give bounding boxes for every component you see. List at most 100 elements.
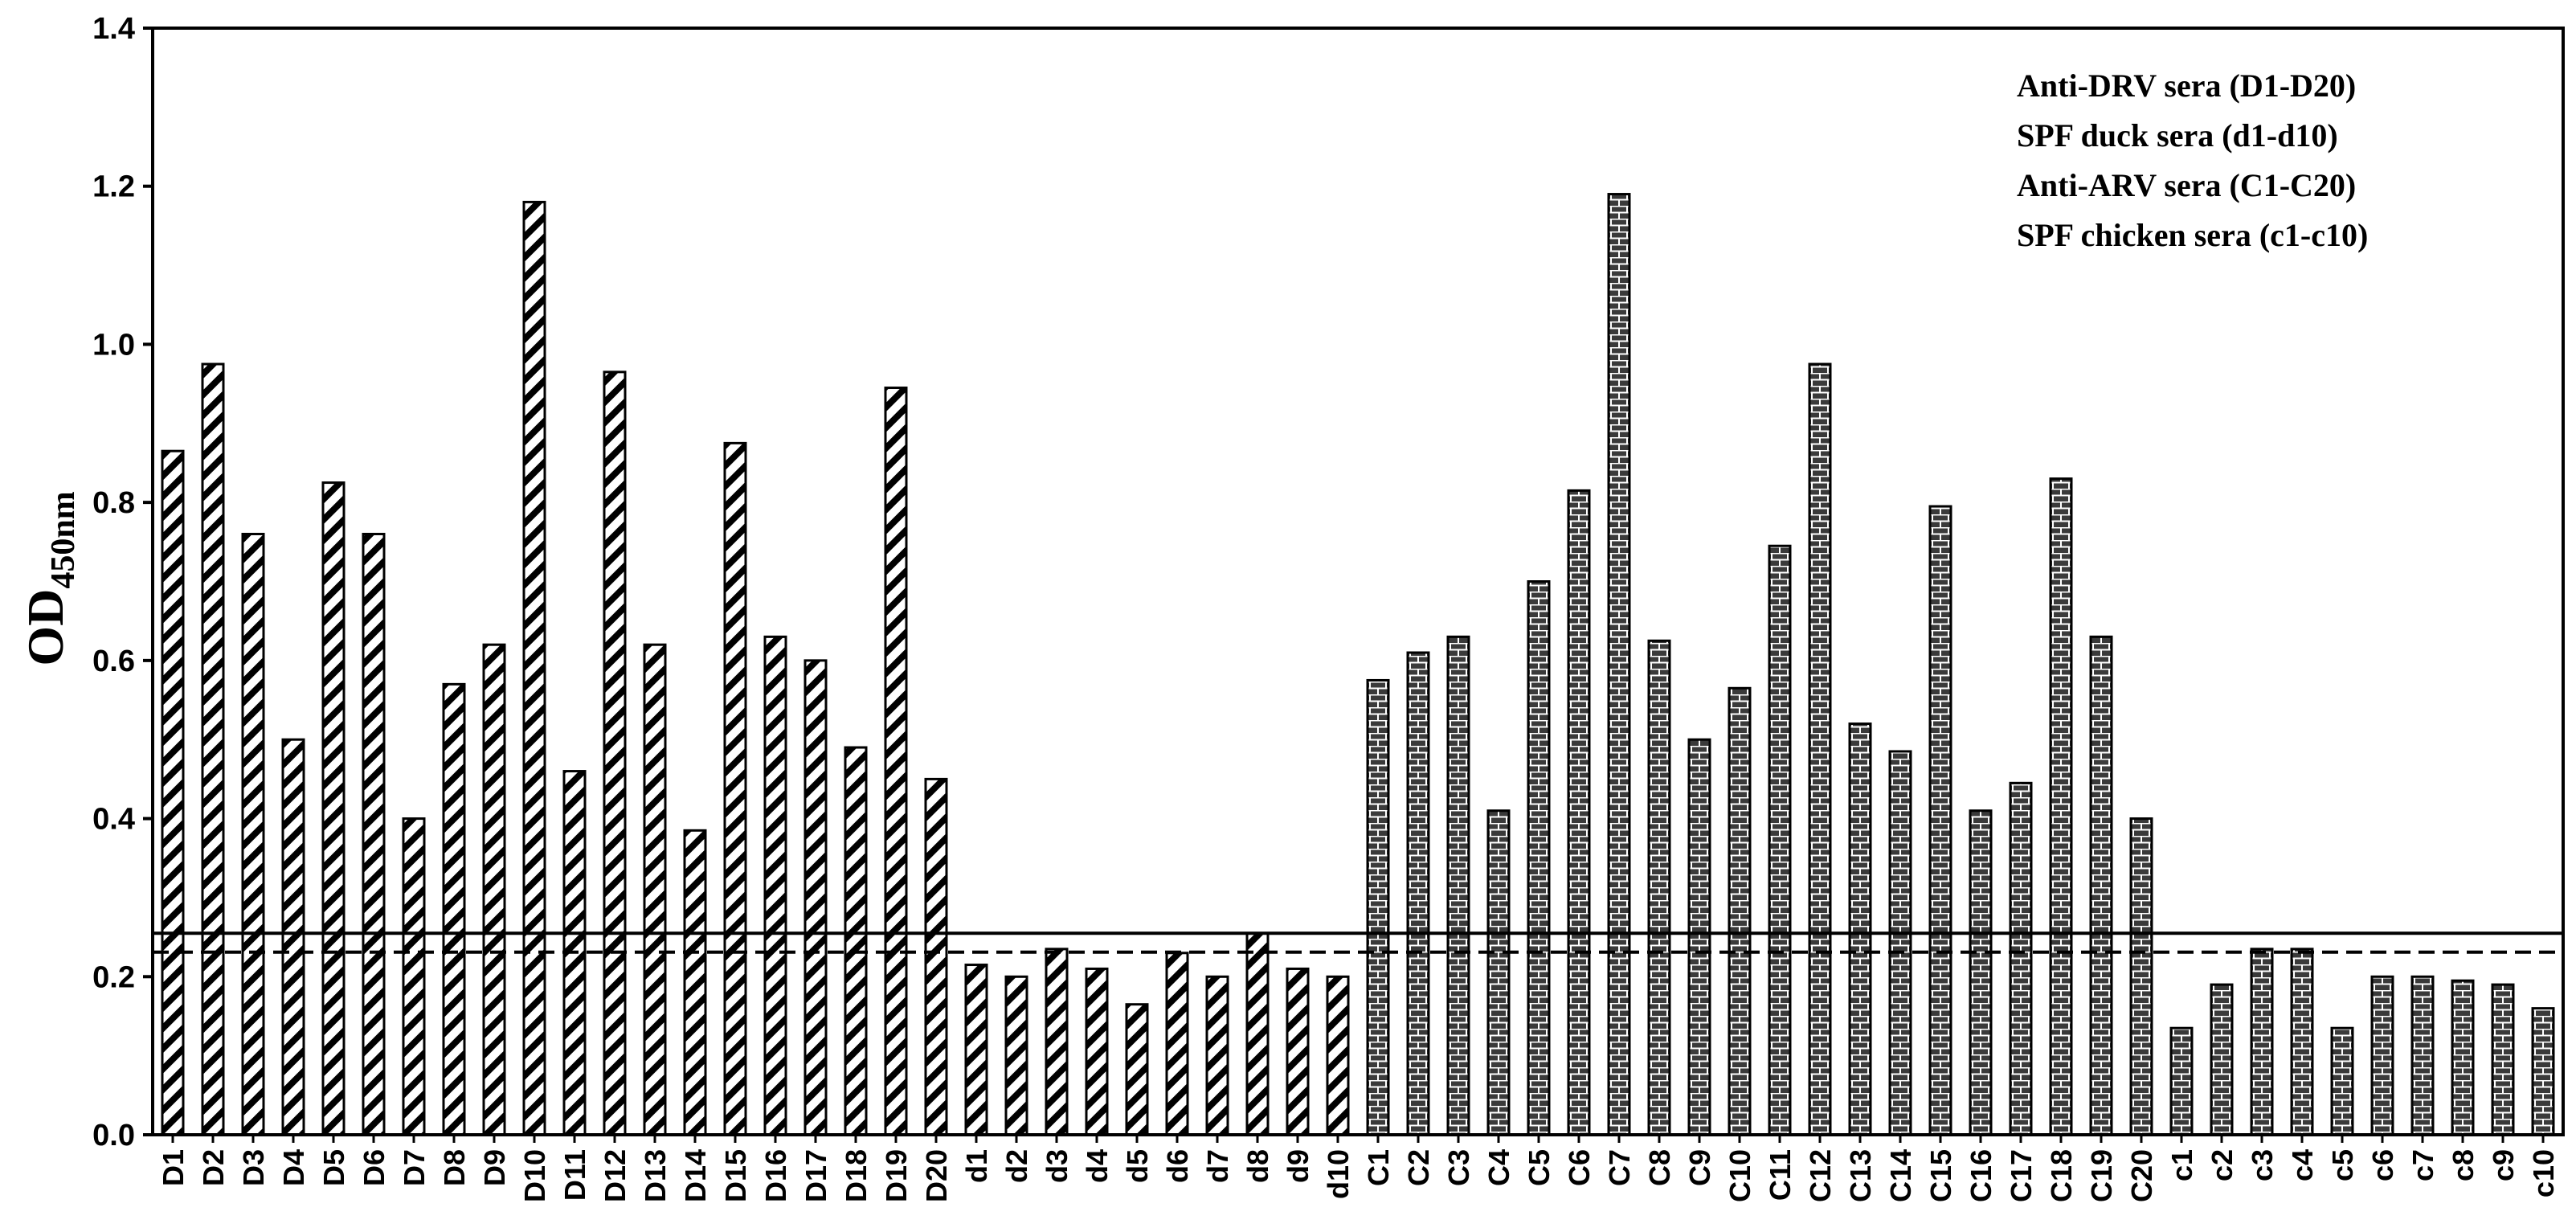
x-tick-label: C4	[1482, 1149, 1515, 1186]
x-tick-label: C14	[1884, 1149, 1917, 1202]
bar	[241, 532, 265, 1136]
x-tick-label: C2	[1402, 1149, 1435, 1186]
bar	[1728, 686, 1752, 1136]
x-tick-label: c7	[2406, 1149, 2439, 1181]
plot-frame	[151, 27, 2565, 1136]
bar	[1607, 193, 1631, 1136]
x-tick-label: D10	[518, 1149, 551, 1202]
x-tick-label: C7	[1603, 1149, 1636, 1186]
y-tick-label: 0.0	[92, 1119, 135, 1152]
x-tick-label: D15	[719, 1149, 752, 1202]
y-tick-label: 1.0	[92, 328, 135, 362]
bar	[402, 817, 426, 1136]
x-tick-label: d2	[1000, 1149, 1033, 1183]
x-tick-label: D14	[679, 1149, 712, 1202]
bar	[2049, 477, 2073, 1136]
y-label-sub: 450nm	[45, 491, 82, 588]
bar	[1446, 635, 1470, 1136]
x-tick-label: C11	[1764, 1149, 1797, 1201]
x-tick-label: d10	[1322, 1149, 1355, 1199]
bar	[1768, 544, 1792, 1136]
bar	[2330, 1026, 2354, 1136]
bar	[2491, 983, 2515, 1136]
bar	[643, 643, 667, 1136]
x-tick-label: c10	[2527, 1149, 2560, 1197]
x-tick-label: c5	[2326, 1149, 2359, 1181]
x-tick-label: c1	[2165, 1149, 2198, 1181]
x-tick-label: c2	[2206, 1149, 2239, 1181]
bar	[1406, 651, 1430, 1136]
bar	[603, 370, 627, 1136]
y-tick-label: 0.4	[92, 803, 135, 837]
bar	[1165, 952, 1189, 1136]
bar	[2250, 948, 2274, 1136]
bar	[442, 682, 466, 1136]
x-tick-label: C6	[1563, 1149, 1596, 1186]
x-tick-label: c3	[2246, 1149, 2279, 1181]
x-tick-label: C20	[2125, 1149, 2158, 1202]
bar	[2089, 635, 2113, 1136]
x-tick-label: d3	[1041, 1149, 1073, 1183]
x-tick-label: d8	[1241, 1149, 1274, 1183]
bar	[362, 532, 386, 1136]
x-tick-label: d1	[960, 1149, 993, 1183]
bar	[1125, 1003, 1149, 1136]
bar	[1486, 809, 1511, 1136]
bar	[844, 746, 868, 1136]
x-tick-label: D8	[438, 1149, 471, 1186]
x-tick-label: C18	[2045, 1149, 2078, 1202]
x-tick-label: D19	[880, 1149, 913, 1202]
bar	[2451, 979, 2475, 1136]
x-tick-label: d7	[1201, 1149, 1234, 1183]
x-tick-label: D11	[558, 1149, 591, 1201]
bar	[1286, 967, 1310, 1136]
x-tick-label: D7	[398, 1149, 431, 1186]
x-tick-label: d9	[1282, 1149, 1315, 1183]
bar	[763, 635, 787, 1136]
bar	[1326, 975, 1350, 1136]
x-tick-label: D18	[840, 1149, 873, 1202]
x-tick-label: C17	[2005, 1149, 2038, 1202]
bar	[884, 387, 908, 1136]
bar	[1004, 975, 1028, 1136]
x-tick-label: D1	[157, 1149, 190, 1186]
x-tick-label: d4	[1081, 1149, 1114, 1183]
x-tick-label: D5	[317, 1149, 350, 1186]
x-tick-label: C9	[1683, 1149, 1716, 1186]
bar	[1205, 975, 1229, 1136]
x-tick-label: C3	[1442, 1149, 1475, 1186]
x-tick-label: D13	[639, 1149, 672, 1202]
bar	[1085, 967, 1109, 1136]
bar	[723, 441, 747, 1136]
bar	[1888, 750, 1912, 1136]
bar	[2129, 817, 2153, 1136]
bar	[2410, 975, 2435, 1136]
bar	[1687, 738, 1711, 1136]
x-tick-label: C16	[1965, 1149, 1997, 1202]
x-tick-label: c9	[2487, 1149, 2520, 1181]
legend-entry: Anti-DRV sera (D1-D20)	[2017, 68, 2356, 104]
x-tick-label: C1	[1362, 1149, 1395, 1186]
bar	[2531, 1007, 2555, 1136]
bar	[482, 643, 506, 1136]
x-tick-label: D6	[358, 1149, 390, 1186]
bar	[321, 481, 346, 1136]
y-tick-label: 0.8	[92, 486, 135, 520]
bar	[1848, 722, 1872, 1136]
bar	[1647, 639, 1671, 1136]
bar	[1969, 809, 1993, 1136]
x-tick-label: D16	[759, 1149, 792, 1202]
bar	[924, 777, 948, 1136]
bar	[1366, 678, 1390, 1136]
bar	[161, 449, 185, 1136]
legend-entry: SPF duck sera (d1-d10)	[2017, 117, 2338, 154]
x-tick-label: c4	[2286, 1149, 2319, 1181]
bar	[2370, 975, 2394, 1136]
x-tick-label: C15	[1924, 1149, 1957, 1202]
x-tick-label: D20	[920, 1149, 953, 1202]
y-label-main: OD	[17, 589, 74, 666]
bar	[281, 738, 305, 1136]
y-axis-label: OD450nm	[17, 491, 82, 665]
bar	[2009, 781, 2033, 1136]
